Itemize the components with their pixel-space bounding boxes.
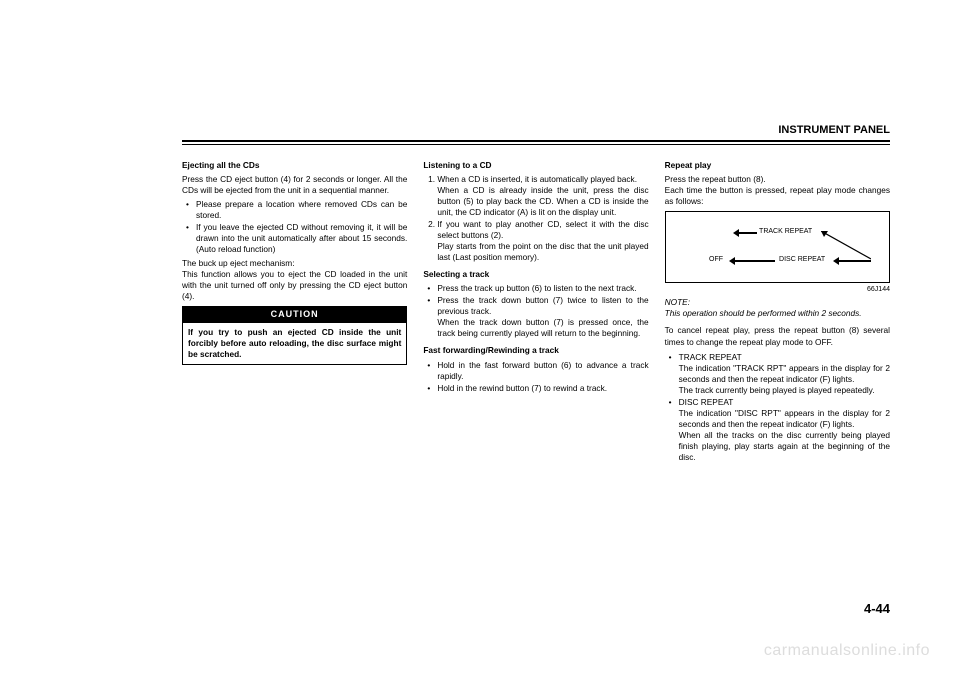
- col2-bullets-1: Press the track up button (6) to listen …: [423, 283, 648, 339]
- col2-numlist: When a CD is inserted, it is automatical…: [423, 174, 648, 263]
- header-rule-thin: [182, 144, 890, 145]
- col3-b1-head: TRACK REPEAT: [679, 352, 742, 362]
- arrow-top-icon: [733, 229, 757, 237]
- diagram-label-left: OFF: [709, 255, 723, 264]
- col2-bullet-2: Press the track down button (7) twice to…: [431, 295, 648, 339]
- page-number: 4-44: [864, 601, 890, 616]
- caution-header: CAUTION: [183, 307, 406, 323]
- col3-bullet-2: DISC REPEAT The indication "DISC RPT" ap…: [673, 397, 890, 463]
- col3-para-1: Press the repeat button (8).: [665, 174, 890, 185]
- caution-body: If you try to push an ejected CD inside …: [183, 323, 406, 364]
- col3-heading-1: Repeat play: [665, 160, 712, 170]
- figure-number: 66J144: [665, 285, 890, 294]
- header-rule-thick: [182, 140, 890, 142]
- col1-bullet-1: Please prepare a location where removed …: [190, 199, 407, 221]
- col3-b1-a: The indication "TRACK RPT" appears in th…: [679, 363, 890, 384]
- col2-num-1: When a CD is inserted, it is automatical…: [437, 174, 648, 218]
- col2-num-2a: If you want to play another CD, select i…: [437, 219, 648, 240]
- col1-heading-1: Ejecting all the CDs: [182, 160, 259, 170]
- col3-para-3: To cancel repeat play, press the repeat …: [665, 325, 890, 347]
- col3-b2-head: DISC REPEAT: [679, 397, 734, 407]
- diagram-label-top: TRACK REPEAT: [759, 227, 812, 236]
- col3-bullet-1: TRACK REPEAT The indication "TRACK RPT" …: [673, 352, 890, 396]
- note-label: NOTE:: [665, 297, 690, 307]
- note-body: This operation should be performed withi…: [665, 308, 890, 319]
- arrow-diag-icon: [821, 231, 871, 261]
- caution-box: CAUTION If you try to push an ejected CD…: [182, 306, 407, 365]
- col2-heading-2: Selecting a track: [423, 269, 489, 279]
- col1-para-1: Press the CD eject button (4) for 2 seco…: [182, 174, 407, 196]
- col2-bullet-4: Hold in the rewind button (7) to rewind …: [431, 383, 648, 394]
- repeat-mode-diagram: TRACK REPEAT OFF DISC REPEAT: [665, 211, 890, 283]
- col1-para-2b: This function allows you to eject the CD…: [182, 269, 407, 302]
- col2-num-1a: When a CD is inserted, it is automatical…: [437, 174, 637, 184]
- col2-num-2: If you want to play another CD, select i…: [437, 219, 648, 263]
- col2-bullet-2a: Press the track down button (7) twice to…: [437, 295, 648, 316]
- column-1: Ejecting all the CDs Press the CD eject …: [182, 160, 407, 466]
- col2-bullets-2: Hold in the fast forward button (6) to a…: [423, 360, 648, 394]
- col3-b2-a: The indication "DISC RPT" appears in the…: [679, 408, 890, 429]
- col1-bullet-2: If you leave the ejected CD without remo…: [190, 222, 407, 255]
- col2-num-2b: Play starts from the point on the disc t…: [437, 241, 648, 262]
- watermark: carmanualsonline.info: [764, 642, 930, 660]
- column-2: Listening to a CD When a CD is inserted,…: [423, 160, 648, 466]
- columns: Ejecting all the CDs Press the CD eject …: [182, 160, 890, 466]
- section-title: INSTRUMENT PANEL: [778, 124, 890, 136]
- col1-bullets-1: Please prepare a location where removed …: [182, 199, 407, 255]
- col3-b2-b: When all the tracks on the disc currentl…: [679, 430, 890, 462]
- col1-para-2a: The buck up eject mechanism:: [182, 258, 407, 269]
- col2-num-1b: When a CD is already inside the unit, pr…: [437, 185, 648, 217]
- col3-bullets: TRACK REPEAT The indication "TRACK RPT" …: [665, 352, 890, 463]
- col2-heading-1: Listening to a CD: [423, 160, 491, 170]
- col3-para-2: Each time the button is pressed, repeat …: [665, 185, 890, 207]
- col2-bullet-3: Hold in the fast forward button (6) to a…: [431, 360, 648, 382]
- diagram-label-right: DISC REPEAT: [779, 255, 825, 264]
- col3-b1-b: The track currently being played is play…: [679, 385, 875, 395]
- col2-heading-3: Fast forwarding/Rewinding a track: [423, 345, 559, 355]
- manual-page: INSTRUMENT PANEL Ejecting all the CDs Pr…: [0, 0, 960, 678]
- column-3: Repeat play Press the repeat button (8).…: [665, 160, 890, 466]
- col2-bullet-2b: When the track down button (7) is presse…: [437, 317, 648, 338]
- col2-bullet-1: Press the track up button (6) to listen …: [431, 283, 648, 294]
- arrow-left-icon: [729, 257, 775, 265]
